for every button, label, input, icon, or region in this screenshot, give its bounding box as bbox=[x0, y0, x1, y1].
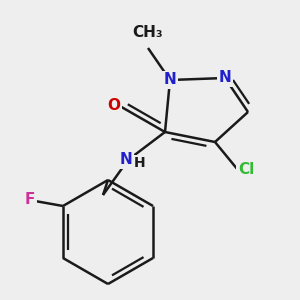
Text: O: O bbox=[107, 98, 121, 112]
Text: H: H bbox=[134, 156, 146, 170]
Text: F: F bbox=[25, 191, 35, 206]
Text: CH₃: CH₃ bbox=[133, 25, 163, 40]
Text: N: N bbox=[164, 73, 176, 88]
Text: N: N bbox=[219, 70, 231, 86]
Text: N: N bbox=[120, 152, 132, 167]
Text: Cl: Cl bbox=[238, 163, 254, 178]
